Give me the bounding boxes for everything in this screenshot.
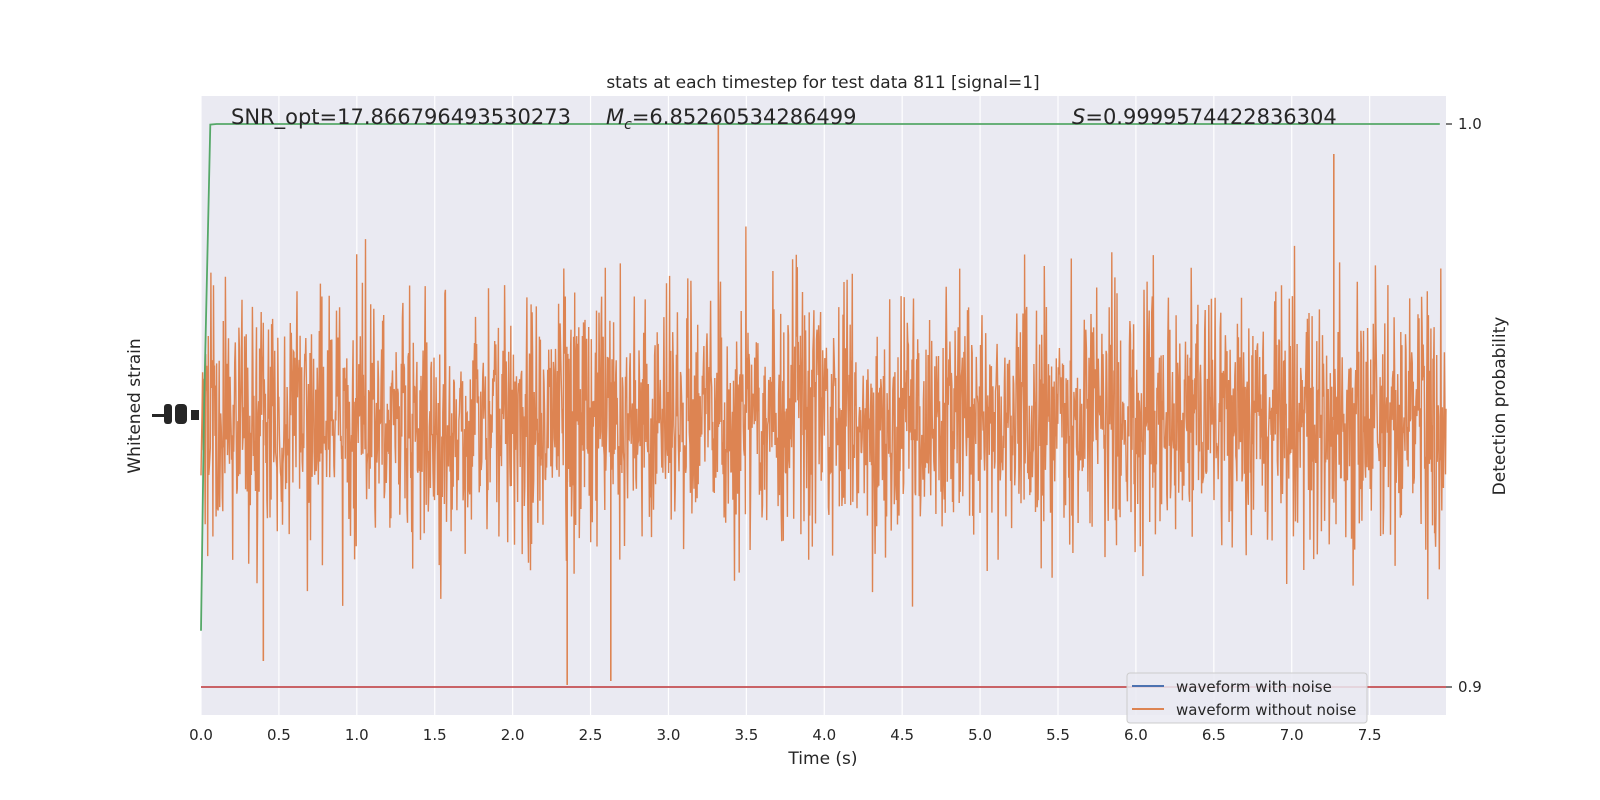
x-tick-label: 3.5 xyxy=(734,726,758,744)
right-axis-ticks: 1.0 0.9 xyxy=(1446,115,1482,696)
x-tick-label: 5.0 xyxy=(968,726,992,744)
s-value: =0.9999574422836304 xyxy=(1085,105,1336,129)
x-tick-label: 1.0 xyxy=(345,726,369,744)
x-tick-label: 7.0 xyxy=(1280,726,1304,744)
legend-label-with-noise: waveform with noise xyxy=(1176,678,1332,696)
left-axis-ticks xyxy=(152,404,199,424)
y-axis-label-left: Whitened strain xyxy=(125,338,145,473)
mc-value: =6.85260534286499 xyxy=(632,105,857,129)
mc-symbol: M xyxy=(606,105,624,129)
right-tick-label: 1.0 xyxy=(1458,115,1482,133)
detection-probability-line xyxy=(200,123,1440,631)
x-tick-label: 2.0 xyxy=(501,726,525,744)
x-tick-label: 4.5 xyxy=(890,726,914,744)
s-symbol: S xyxy=(1072,105,1085,129)
x-tick-label: 6.5 xyxy=(1202,726,1226,744)
legend: waveform with noise waveform without noi… xyxy=(1126,672,1368,724)
x-tick-label: 6.0 xyxy=(1124,726,1148,744)
legend-label-without-noise: waveform without noise xyxy=(1176,701,1356,719)
y-axis-label-right: Detection probability xyxy=(1490,317,1510,496)
x-tick-label: 7.5 xyxy=(1358,726,1382,744)
x-axis-ticks: 0.0 0.5 1.0 1.5 2.0 2.5 3.0 3.5 4.0 4.5 5.0 5.5 6.0 6… xyxy=(189,726,1382,744)
mc-subscript: c xyxy=(624,117,632,133)
x-tick-label: 1.5 xyxy=(423,726,447,744)
chart-title: stats at each timestep for test data 811… xyxy=(606,73,1039,93)
x-tick-label: 5.5 xyxy=(1046,726,1070,744)
x-tick-label: 0.5 xyxy=(267,726,291,744)
x-tick-label: 4.0 xyxy=(812,726,836,744)
snr-annotation: SNR_opt=17.866796493530273 xyxy=(231,105,571,130)
score-annotation: S=0.9999574422836304 xyxy=(1072,105,1337,129)
x-tick-label: 0.0 xyxy=(189,726,213,744)
x-tick-label: 2.5 xyxy=(579,726,603,744)
x-tick-label: 3.0 xyxy=(657,726,681,744)
x-axis-label: Time (s) xyxy=(787,749,857,769)
chirp-mass-annotation: Mc=6.85260534286499 xyxy=(606,105,857,133)
waveform-path xyxy=(200,226,1447,607)
legend-box xyxy=(1126,672,1368,724)
right-tick-label: 0.9 xyxy=(1458,678,1482,696)
waveform-without-noise-line xyxy=(200,124,1447,685)
